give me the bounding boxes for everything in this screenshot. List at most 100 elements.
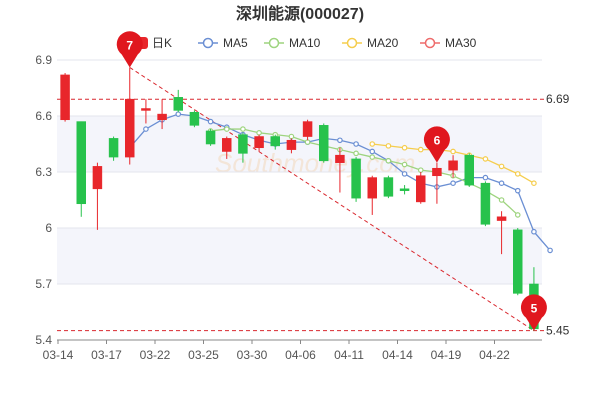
y-tick-label: 5.7: [35, 277, 52, 291]
candle: [513, 228, 523, 296]
candle-body: [351, 158, 361, 199]
x-tick-label: 03-22: [140, 348, 171, 362]
ma-point-ma5: [401, 171, 408, 177]
ma-point-ma5: [337, 137, 343, 144]
y-axis-ticks: 5.4 5.7 6 6.3 6.6 6.9: [35, 53, 52, 347]
reference-line-label: 5.45: [546, 324, 570, 338]
candle: [286, 138, 297, 154]
candle-body: [108, 138, 119, 158]
candle: [416, 172, 426, 204]
candles: [60, 67, 539, 331]
candle: [189, 110, 200, 128]
candle: [108, 136, 119, 161]
x-axis-ticks: 03-14 03-17 03-22 03-25 03-30 04-06 04-11 04-14…: [43, 340, 510, 362]
legend-label: MA20: [367, 36, 399, 50]
legend-label: 日K: [152, 36, 172, 50]
candle: [383, 175, 394, 199]
ma-point-ma20: [482, 156, 489, 162]
ma-point-ma5: [450, 180, 456, 187]
reference-lines: 6.69 5.45: [57, 92, 570, 338]
x-tick-label: 03-17: [91, 348, 122, 362]
x-tick-label: 03-14: [43, 348, 74, 362]
candle-body: [254, 136, 264, 149]
plot-band: [57, 116, 542, 172]
marker-pin-label: 5: [531, 302, 538, 316]
legend-item: MA10: [264, 36, 321, 50]
candle: [157, 99, 167, 130]
legend-item: MA5: [198, 36, 248, 50]
candle-body: [302, 121, 313, 137]
plot-band: [57, 172, 542, 228]
candle-body: [125, 98, 135, 158]
candle: [270, 134, 280, 150]
marker-pin: 5: [520, 294, 547, 331]
marker-pin-shape: [423, 126, 450, 163]
legend-label: MA10: [289, 36, 321, 50]
grid-lines: [57, 59, 542, 341]
ma-point-ma20: [450, 148, 456, 155]
candle: [480, 181, 491, 227]
candle: [496, 211, 507, 255]
candle-body: [367, 177, 377, 199]
x-tick-label: 03-25: [188, 348, 219, 362]
candle-body: [238, 134, 248, 154]
candle-body: [480, 182, 491, 225]
candle-body: [513, 229, 523, 294]
legend-swatch-point: [268, 37, 280, 49]
y-tick-label: 6.6: [35, 109, 52, 123]
candle-body: [319, 125, 329, 162]
y-tick-label: 6.3: [35, 165, 52, 179]
plot-background: [57, 60, 542, 340]
markers: 7 6 5: [116, 31, 547, 331]
ma-point-ma10: [514, 212, 521, 218]
candle-body: [399, 188, 410, 191]
ma-point-ma20: [369, 141, 376, 147]
ma-point-ma10: [385, 158, 392, 164]
candle-body: [286, 139, 297, 150]
candle-body: [205, 130, 216, 145]
x-tick-label: 04-14: [382, 348, 413, 362]
chart-title: 深圳能源(000027): [236, 4, 364, 23]
candle: [335, 147, 345, 193]
candle-body: [383, 177, 394, 197]
ma-point-ma5: [531, 228, 537, 235]
candle: [222, 136, 232, 159]
candle-body: [496, 216, 507, 221]
trend-line: [129, 67, 535, 332]
reference-line-label: 6.69: [546, 92, 570, 106]
candle-body: [448, 160, 458, 171]
marker-pin-shape: [116, 31, 143, 68]
legend-swatch-point: [346, 37, 358, 49]
ma-point-ma5: [353, 141, 359, 147]
ma-point-ma5: [482, 174, 489, 181]
ma-point-ma5: [143, 126, 149, 132]
ma-point-ma10: [369, 154, 376, 160]
watermark-text: Southmoney.com: [215, 148, 415, 178]
ma-point-ma20: [385, 143, 392, 149]
ma-point-ma20: [531, 180, 537, 187]
candle-body: [157, 113, 167, 121]
candle: [448, 155, 458, 178]
ma-point-ma10: [304, 139, 311, 145]
ma-point-ma10: [498, 197, 505, 203]
candle-body: [432, 167, 442, 177]
y-tick-label: 6.9: [35, 53, 52, 67]
candle-body: [76, 121, 86, 205]
candle: [205, 129, 216, 146]
candle: [238, 132, 248, 163]
candle-body: [464, 154, 474, 186]
x-tick-label: 04-19: [431, 348, 462, 362]
legend-label: MA30: [445, 36, 477, 50]
candle-body: [60, 74, 70, 121]
marker-pin-label: 7: [126, 38, 133, 52]
ma-point-ma5: [369, 148, 376, 155]
marker-pin: 7: [116, 31, 143, 68]
candle: [141, 99, 151, 124]
marker-pin-label: 6: [434, 134, 441, 148]
y-tick-label: 6: [45, 221, 52, 235]
ma-point-ma5: [175, 111, 182, 117]
candle-body: [141, 108, 151, 111]
marker-pin-shape: [520, 294, 547, 331]
legend-swatch-point: [424, 37, 436, 49]
legend-item: MA20: [342, 36, 399, 50]
